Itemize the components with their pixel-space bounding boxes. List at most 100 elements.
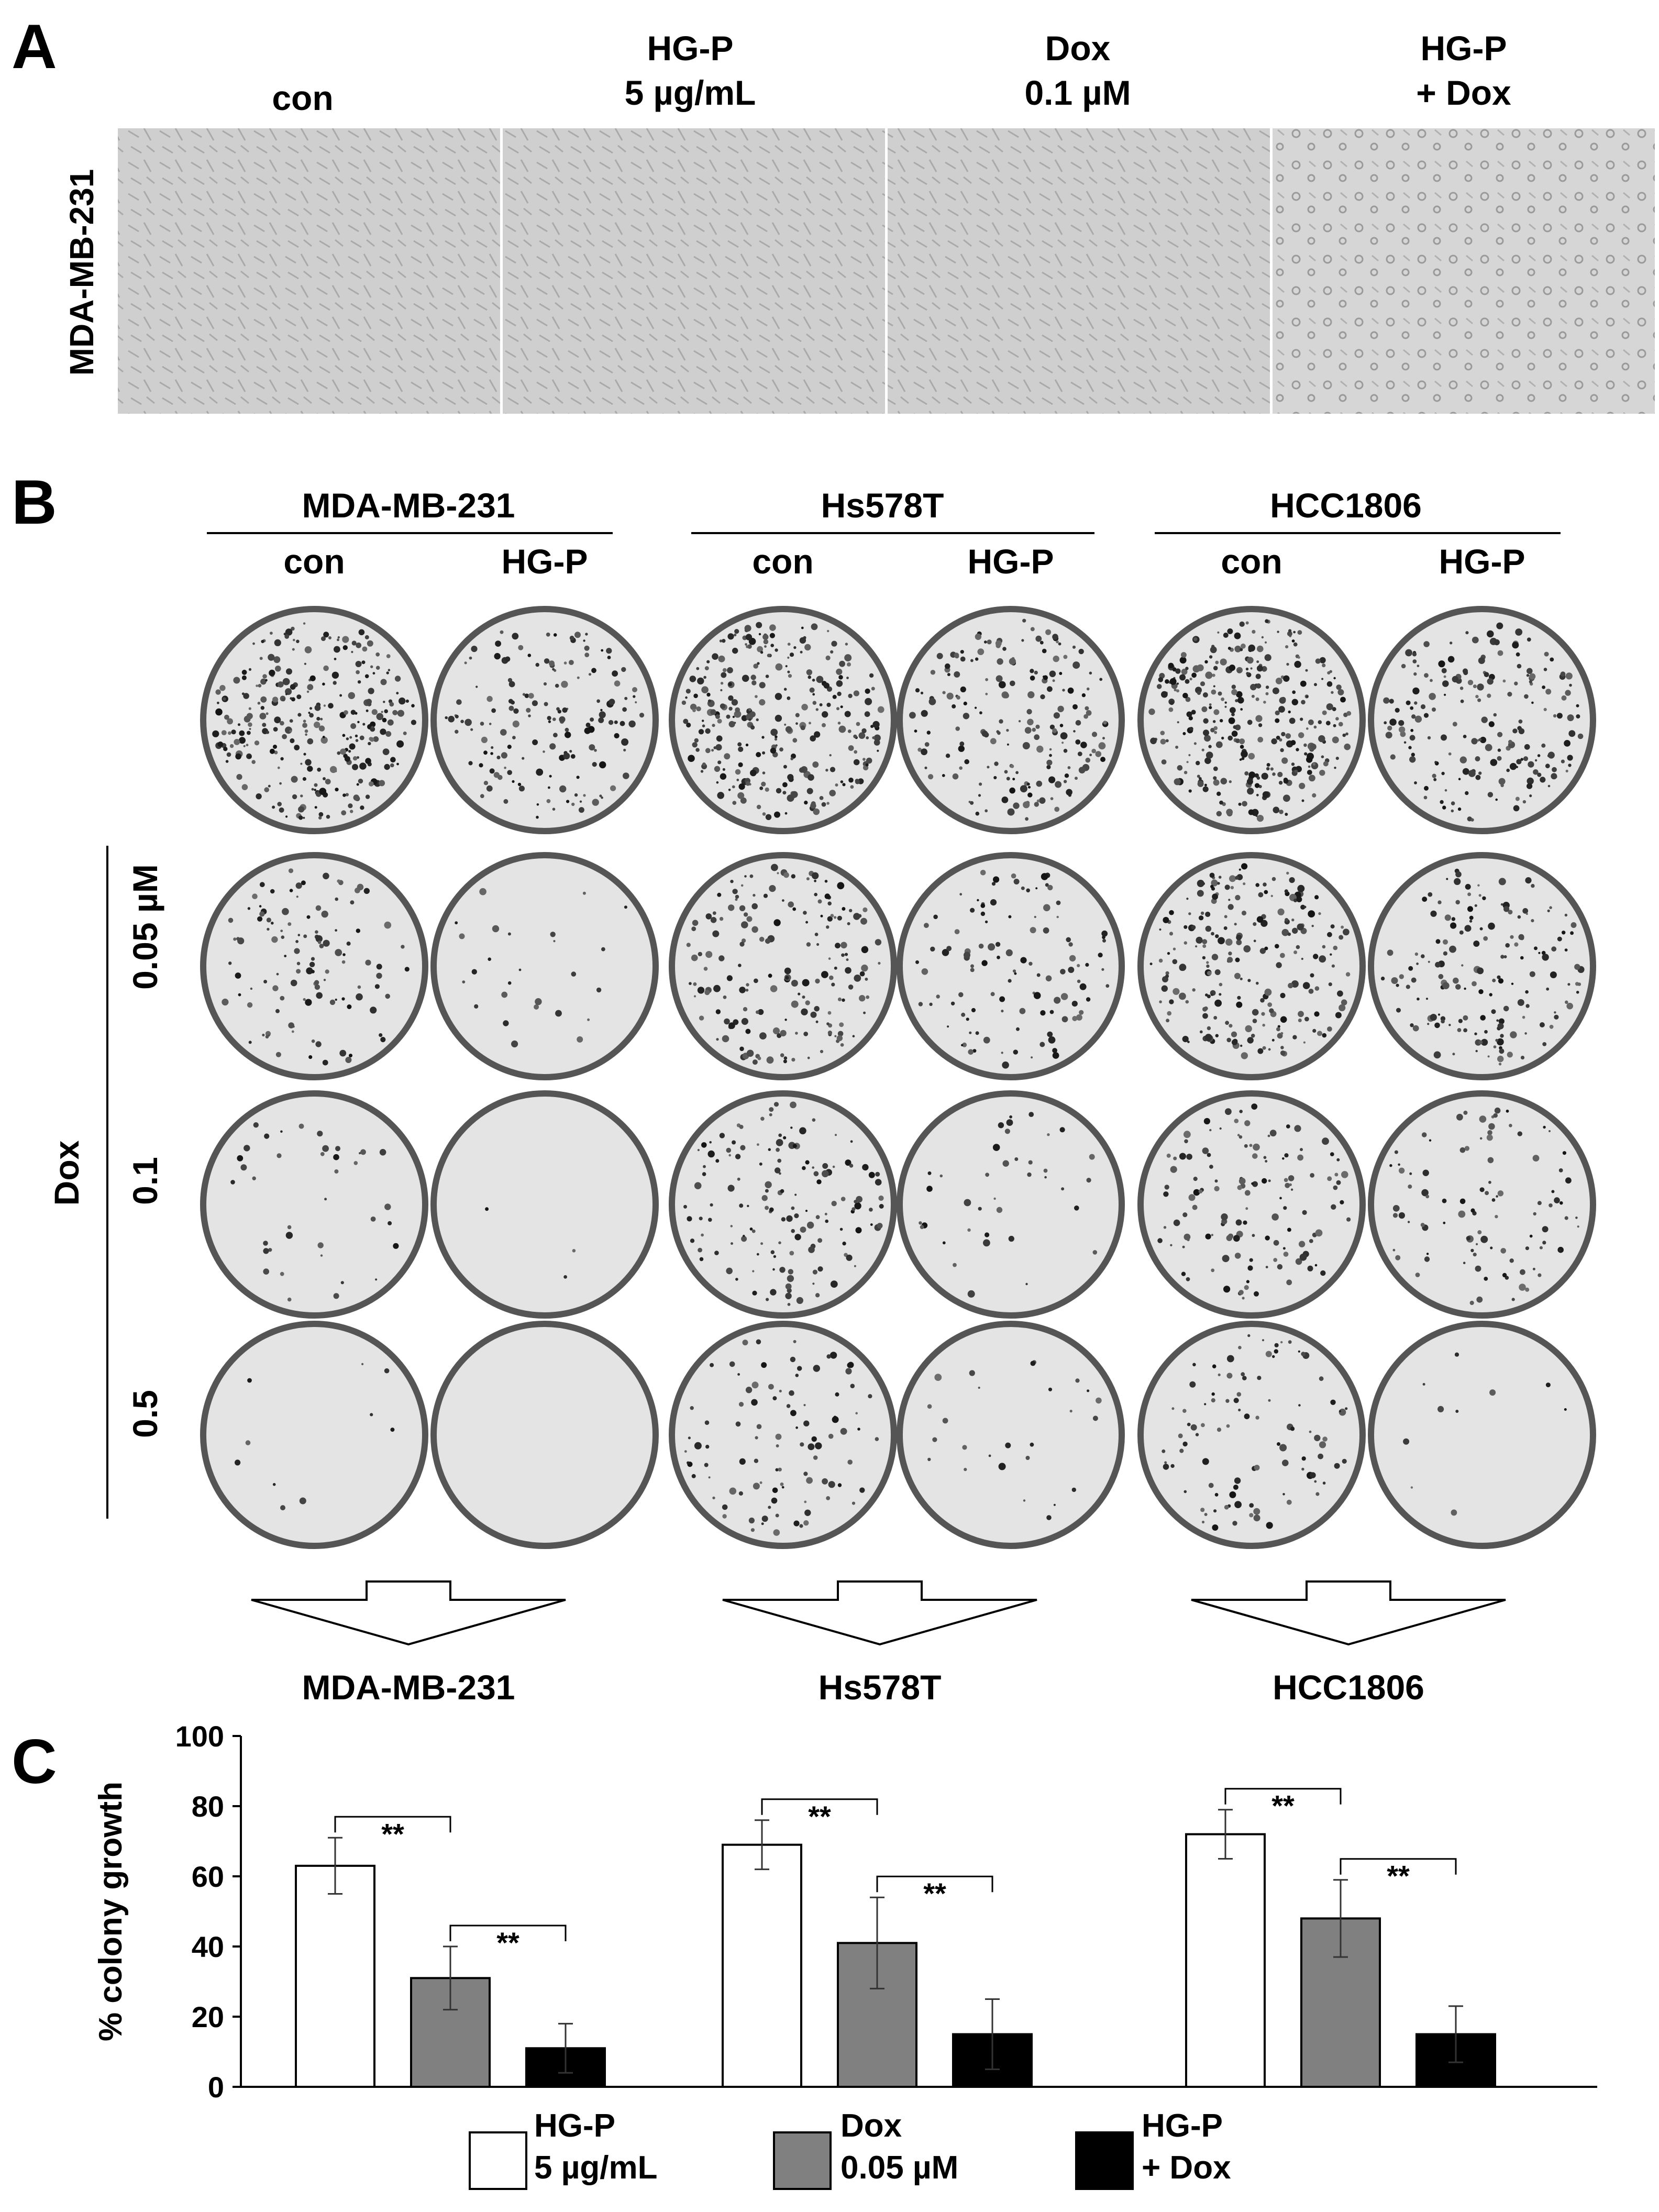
- colony-dot: [832, 1165, 835, 1168]
- colony-dot: [1497, 1190, 1504, 1197]
- colony-dot: [549, 775, 552, 778]
- colony-dot: [722, 1035, 729, 1043]
- colony-dot: [1264, 946, 1268, 950]
- colony-dot: [1096, 1397, 1102, 1404]
- colony-dot: [624, 696, 628, 700]
- colony-dot: [1046, 759, 1053, 766]
- colony-dot: [1027, 1172, 1032, 1177]
- colony-dot: [339, 1049, 347, 1057]
- colony-dot: [724, 1018, 730, 1025]
- colony-dot: [823, 682, 830, 689]
- colony-dot: [261, 639, 264, 644]
- colony-dot: [1255, 1415, 1259, 1420]
- colony-dot: [877, 749, 879, 752]
- colony-dot: [1261, 636, 1264, 639]
- colony-dot: [1034, 670, 1038, 674]
- colony-dot: [1465, 883, 1471, 890]
- colony-dot: [1542, 954, 1549, 961]
- colony-dot: [1085, 706, 1089, 711]
- colony-dot: [241, 669, 247, 675]
- colony-dot: [1520, 1269, 1525, 1275]
- colony-dot: [927, 1457, 931, 1462]
- colony-dot: [1213, 1509, 1217, 1513]
- colony-dot: [1564, 1408, 1567, 1411]
- colony-dot: [772, 1487, 778, 1494]
- colony-dot: [624, 905, 627, 909]
- colony-dot: [553, 733, 558, 738]
- colony-dot: [1547, 909, 1550, 912]
- colony-dot: [1048, 1387, 1053, 1391]
- colony-dot: [246, 713, 253, 720]
- colony-dot: [822, 1478, 828, 1485]
- colony-dot: [1163, 1464, 1169, 1470]
- colony-dot: [859, 971, 865, 977]
- colony-dot: [1423, 713, 1429, 718]
- colony-dot: [333, 1293, 339, 1299]
- colony-dot: [1318, 912, 1321, 915]
- colony-dot: [827, 916, 833, 922]
- colony-dot: [247, 731, 251, 735]
- colony-dot: [1564, 1216, 1568, 1220]
- colony-dot: [287, 1225, 292, 1230]
- colony-dot: [548, 786, 550, 789]
- colony-dot: [1225, 1108, 1232, 1115]
- colony-dot: [528, 714, 531, 717]
- colony-dot: [368, 781, 374, 787]
- colony-dot: [779, 747, 783, 752]
- colony-dot: [1412, 687, 1420, 695]
- colony-dot: [464, 661, 467, 665]
- colony-dot: [927, 1171, 932, 1175]
- colony-dot: [1170, 1166, 1177, 1173]
- colony-dot: [831, 1201, 837, 1207]
- colony-dot: [276, 1153, 282, 1158]
- colony-dot: [1487, 693, 1491, 698]
- colony-dot: [1004, 1129, 1010, 1134]
- colony-dot: [1053, 712, 1060, 719]
- colony-dot: [1478, 738, 1482, 742]
- culture-plate: [669, 1090, 897, 1319]
- colony-dot: [1497, 748, 1501, 752]
- colony-dot: [1332, 707, 1336, 712]
- colony-dot: [1213, 776, 1217, 780]
- colony-dot: [840, 705, 843, 709]
- colony-dot: [697, 677, 704, 685]
- colony-dot: [776, 1444, 779, 1447]
- colony-dot: [785, 665, 788, 668]
- colony-dot: [962, 1042, 967, 1047]
- colony-dot: [1282, 1493, 1285, 1496]
- colony-dot: [1564, 740, 1571, 747]
- colony-dot: [765, 814, 772, 821]
- colony-dot: [1525, 877, 1532, 884]
- colony-dot: [352, 764, 358, 770]
- colony-dot: [1238, 1178, 1246, 1185]
- colony-dot: [1288, 710, 1291, 714]
- colony-dot: [237, 937, 245, 945]
- colony-dot: [1204, 660, 1208, 664]
- colony-dot: [996, 1207, 1003, 1213]
- colony-dot: [1052, 634, 1058, 640]
- colony-dot: [1498, 778, 1506, 785]
- y-tick-label: 40: [192, 1930, 224, 1963]
- colony-dot: [1322, 1436, 1328, 1442]
- colony-dot: [1163, 1191, 1169, 1197]
- colony-dot: [1478, 1040, 1483, 1045]
- colony-dot: [1012, 969, 1016, 973]
- colony-dot: [1163, 1226, 1167, 1229]
- colony-dot: [1486, 1134, 1493, 1141]
- colony-dot: [1274, 1343, 1279, 1347]
- colony-dot: [873, 739, 880, 746]
- colony-dot: [726, 975, 733, 981]
- colony-dot: [757, 1056, 761, 1060]
- culture-plate: [669, 606, 897, 834]
- colony-dot: [1477, 884, 1480, 887]
- colony-dot: [699, 1257, 704, 1262]
- colony-dot: [1105, 984, 1110, 988]
- colony-dot: [1255, 883, 1259, 887]
- colony-dot: [559, 785, 567, 793]
- colony-dot: [1565, 1000, 1568, 1004]
- colony-dot: [959, 893, 963, 896]
- colony-dot: [1313, 954, 1319, 959]
- colony-dot: [1306, 727, 1309, 730]
- colony-dot: [1391, 977, 1398, 984]
- colony-dot: [1205, 751, 1213, 759]
